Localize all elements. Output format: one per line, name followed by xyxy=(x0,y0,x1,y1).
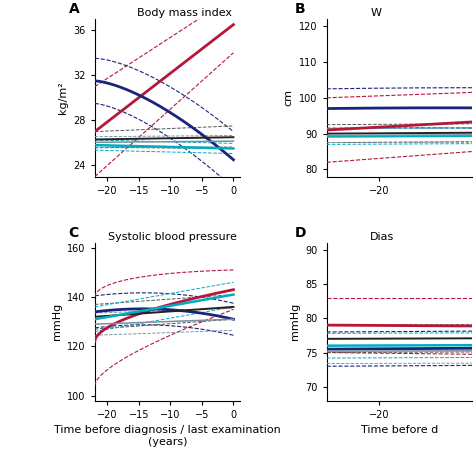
X-axis label: Time before d: Time before d xyxy=(361,425,438,435)
Text: C: C xyxy=(69,226,79,240)
X-axis label: Time before diagnosis / last examination
(years): Time before diagnosis / last examination… xyxy=(54,425,281,447)
Y-axis label: kg/m²: kg/m² xyxy=(58,82,68,114)
Text: W: W xyxy=(370,8,381,18)
Text: A: A xyxy=(69,2,80,16)
Text: Dias: Dias xyxy=(370,232,394,242)
Y-axis label: mmHg: mmHg xyxy=(52,303,62,340)
Text: D: D xyxy=(295,226,306,240)
Y-axis label: mmHg: mmHg xyxy=(290,303,300,340)
Text: Body mass index: Body mass index xyxy=(137,8,232,18)
Text: B: B xyxy=(295,2,305,16)
Text: Systolic blood pressure: Systolic blood pressure xyxy=(108,232,237,242)
Y-axis label: cm: cm xyxy=(283,89,293,106)
